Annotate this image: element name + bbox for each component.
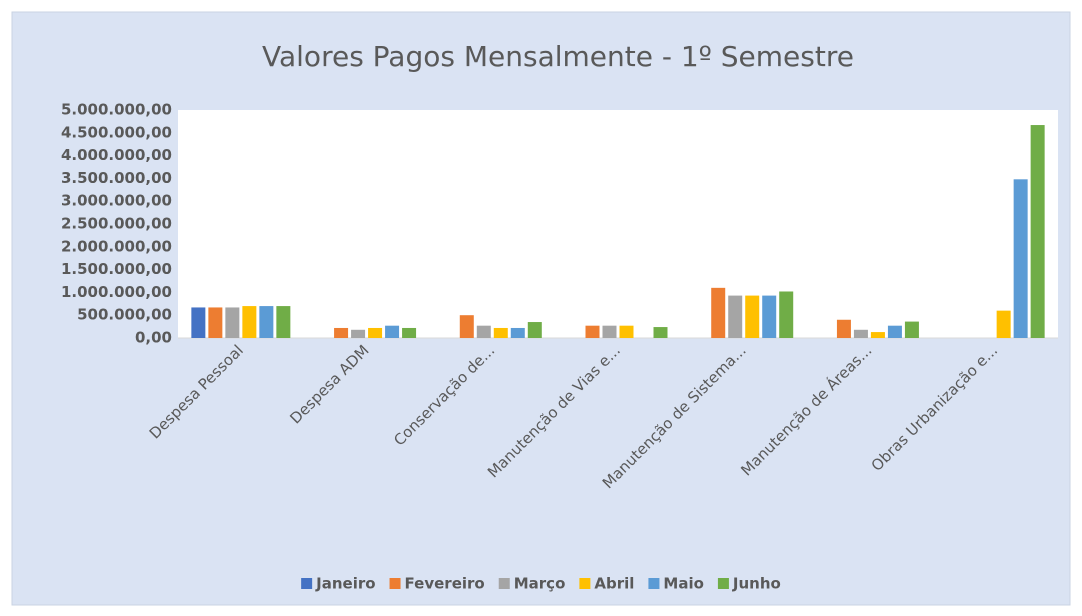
legend-swatch	[389, 578, 401, 589]
bar	[242, 306, 257, 338]
legend-label: Abril	[594, 575, 634, 593]
bar	[334, 327, 349, 338]
chart-title: Valores Pagos Mensalmente - 1º Semestre	[262, 40, 854, 73]
bar	[653, 327, 668, 338]
bar	[191, 307, 206, 338]
legend-swatch	[301, 578, 313, 589]
bar	[276, 306, 291, 338]
bar	[711, 287, 726, 338]
y-tick-label: 1.500.000,00	[61, 260, 172, 278]
y-tick-label: 4.500.000,00	[61, 123, 172, 141]
y-tick-label: 500.000,00	[77, 306, 172, 324]
y-tick-label: 4.000.000,00	[61, 146, 172, 164]
bar	[459, 315, 474, 338]
bar	[527, 322, 542, 338]
bar	[602, 325, 617, 338]
y-tick-label: 3.500.000,00	[61, 169, 172, 187]
legend-swatch	[579, 578, 591, 589]
bar	[385, 325, 400, 338]
legend-swatch	[498, 578, 510, 589]
bar	[836, 319, 851, 338]
bar	[745, 295, 760, 338]
bar	[1013, 179, 1028, 338]
legend-label: Março	[514, 575, 566, 593]
plot-area	[178, 110, 1058, 338]
y-tick-label: 5.000.000,00	[61, 101, 172, 119]
bar	[996, 310, 1011, 338]
bar	[904, 321, 919, 338]
bar	[870, 332, 885, 338]
legend-swatch	[717, 578, 729, 589]
bar	[402, 327, 417, 338]
bar	[619, 325, 634, 338]
legend-label: Maio	[663, 575, 704, 593]
bar	[585, 325, 600, 338]
bar	[1030, 125, 1045, 338]
y-tick-label: 0,00	[135, 329, 172, 347]
legend-label: Fevereiro	[405, 575, 485, 593]
bar	[476, 325, 491, 338]
bar	[510, 327, 525, 338]
bar	[887, 325, 902, 338]
bar	[351, 329, 366, 338]
bar	[853, 329, 868, 338]
y-tick-label: 1.000.000,00	[61, 283, 172, 301]
legend-swatch	[648, 578, 660, 589]
bar	[368, 327, 383, 338]
bar	[779, 291, 794, 338]
bar	[259, 306, 274, 338]
y-tick-label: 3.000.000,00	[61, 192, 172, 210]
legend-label: Janeiro	[315, 575, 375, 593]
bar	[225, 307, 240, 338]
legend-label: Junho	[732, 575, 781, 593]
bar	[208, 307, 223, 338]
y-tick-label: 2.500.000,00	[61, 215, 172, 233]
bar	[728, 295, 743, 338]
bar	[493, 327, 508, 338]
y-tick-label: 2.000.000,00	[61, 237, 172, 255]
bar	[762, 295, 777, 338]
